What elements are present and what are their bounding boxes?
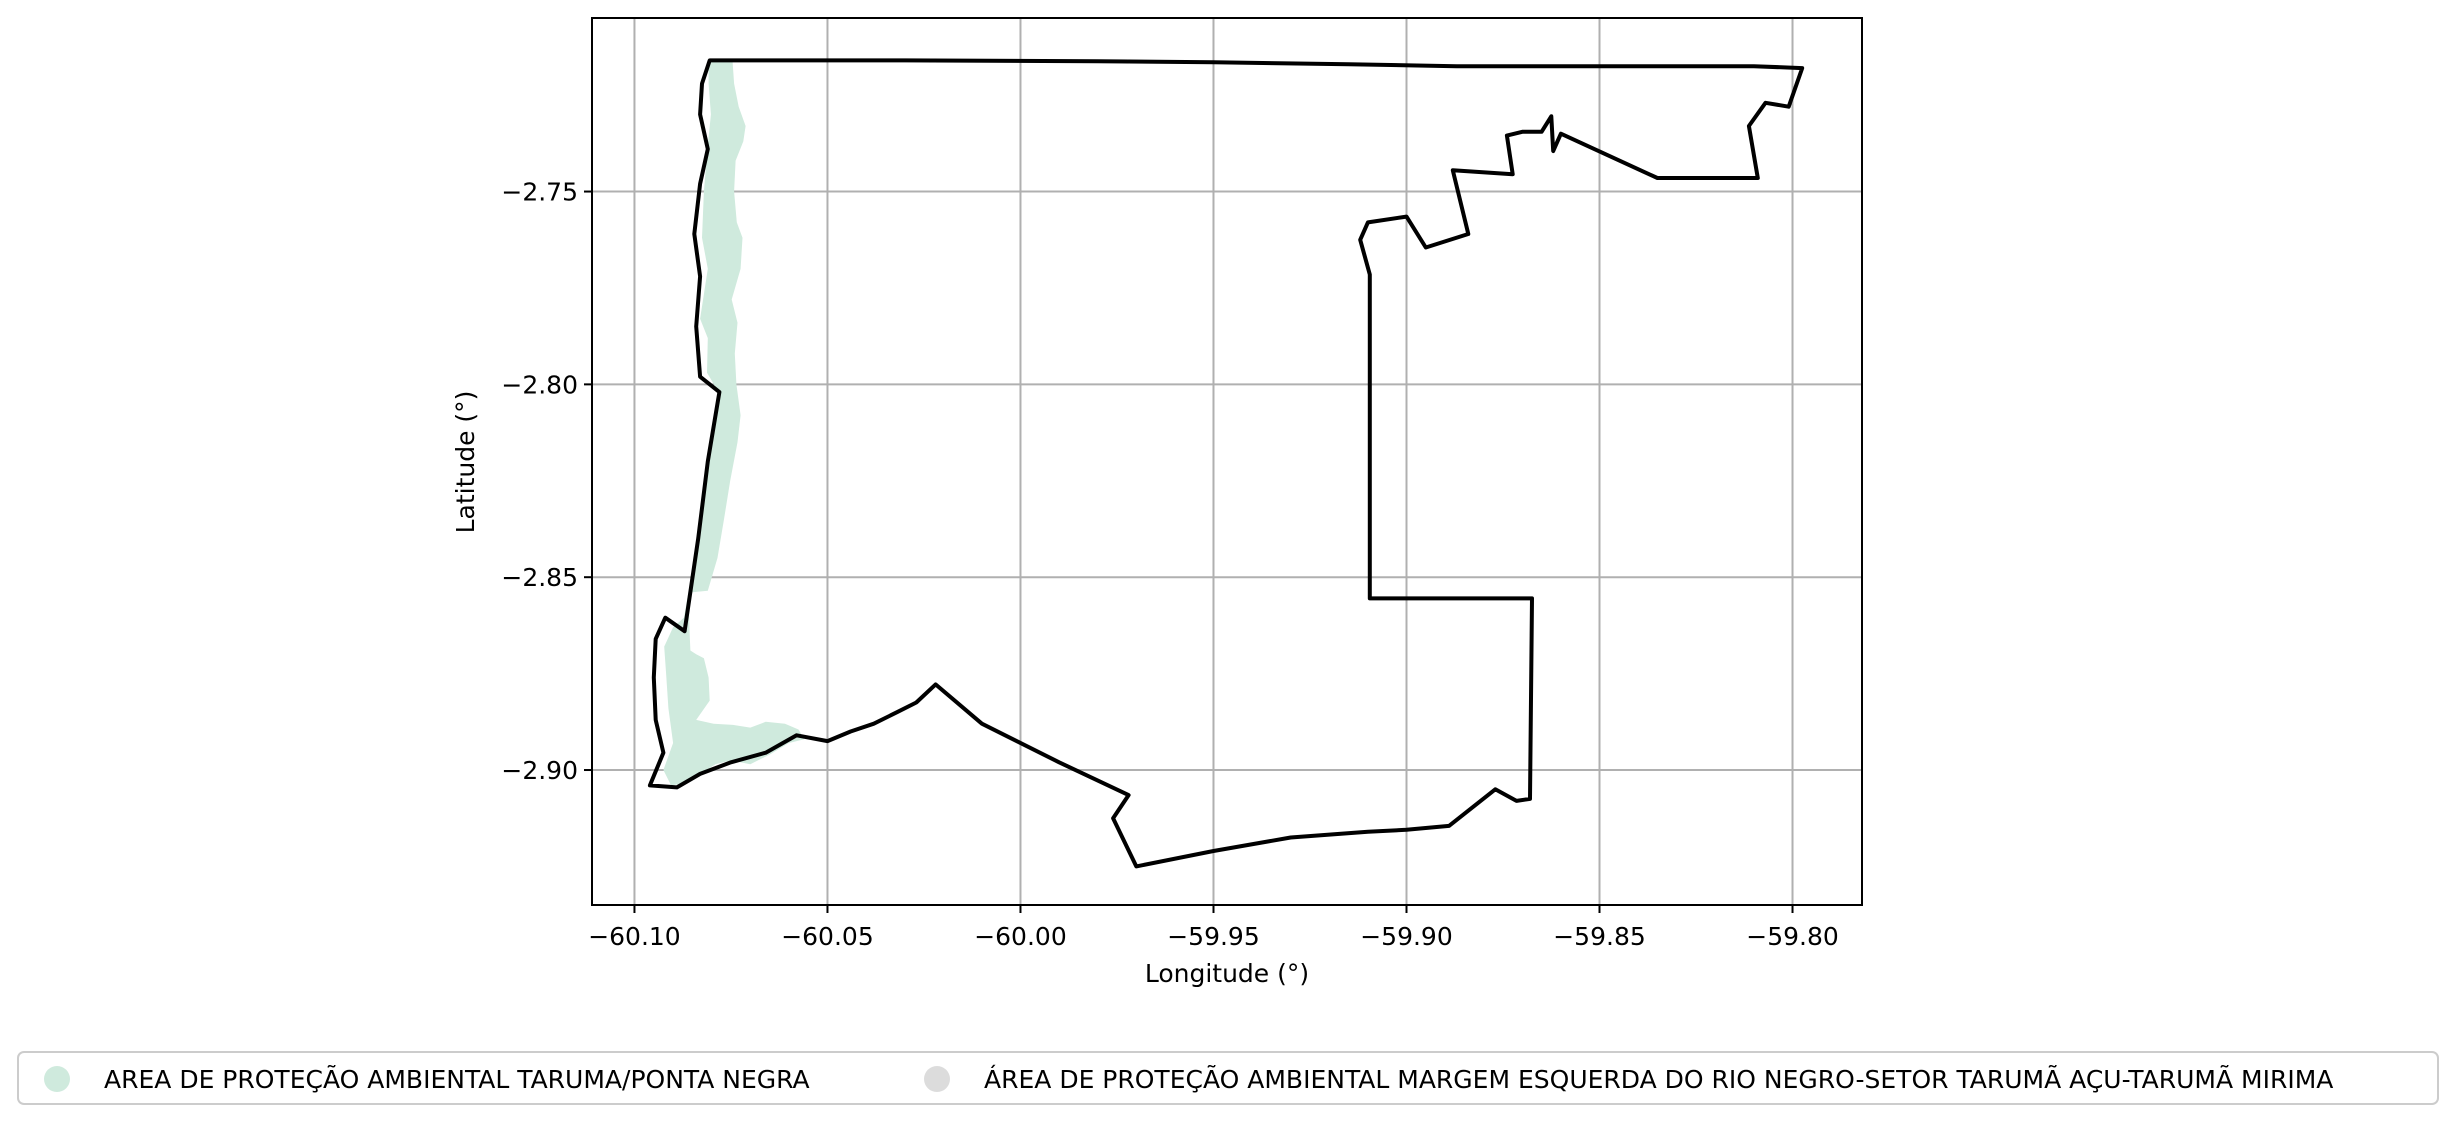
legend-label-taruma-ponta-negra: AREA DE PROTEÇÃO AMBIENTAL TARUMA/PONTA … bbox=[104, 1064, 810, 1094]
axis-ticks: −60.10 −60.05 −60.00 −59.95 −59.90 −59.85 −59.… bbox=[501, 178, 1838, 951]
grid bbox=[592, 18, 1862, 905]
x-tick-label: −59.95 bbox=[1167, 922, 1260, 951]
map-features bbox=[647, 58, 1805, 869]
y-tick-label: −2.80 bbox=[501, 370, 578, 399]
legend-label-margem-esquerda: ÁREA DE PROTEÇÃO AMBIENTAL MARGEM ESQUER… bbox=[984, 1064, 2333, 1094]
legend-marker-taruma-ponta-negra bbox=[44, 1066, 70, 1092]
plot-frame bbox=[591, 17, 1863, 906]
y-tick-label: −2.75 bbox=[501, 178, 578, 207]
y-axis-label: Latitude (°) bbox=[451, 391, 480, 534]
x-tick-label: −60.05 bbox=[781, 922, 874, 951]
legend-frame bbox=[17, 1051, 2439, 1105]
x-axis-label: Longitude (°) bbox=[1145, 959, 1309, 988]
y-tick-label: −2.85 bbox=[501, 563, 578, 592]
protected-area-taruma-ponta-negra bbox=[663, 60, 805, 786]
legend: AREA DE PROTEÇÃO AMBIENTAL TARUMA/PONTA … bbox=[17, 1051, 2439, 1105]
x-tick-label: −59.80 bbox=[1746, 922, 1839, 951]
x-tick-label: −59.90 bbox=[1360, 922, 1453, 951]
x-tick-label: −60.00 bbox=[974, 922, 1067, 951]
x-tick-label: −60.10 bbox=[588, 922, 681, 951]
legend-marker-margem-esquerda bbox=[924, 1066, 950, 1092]
protected-area-margem-esquerda-outline bbox=[647, 58, 1805, 869]
y-tick-label: −2.90 bbox=[501, 756, 578, 785]
x-tick-label: −59.85 bbox=[1553, 922, 1646, 951]
